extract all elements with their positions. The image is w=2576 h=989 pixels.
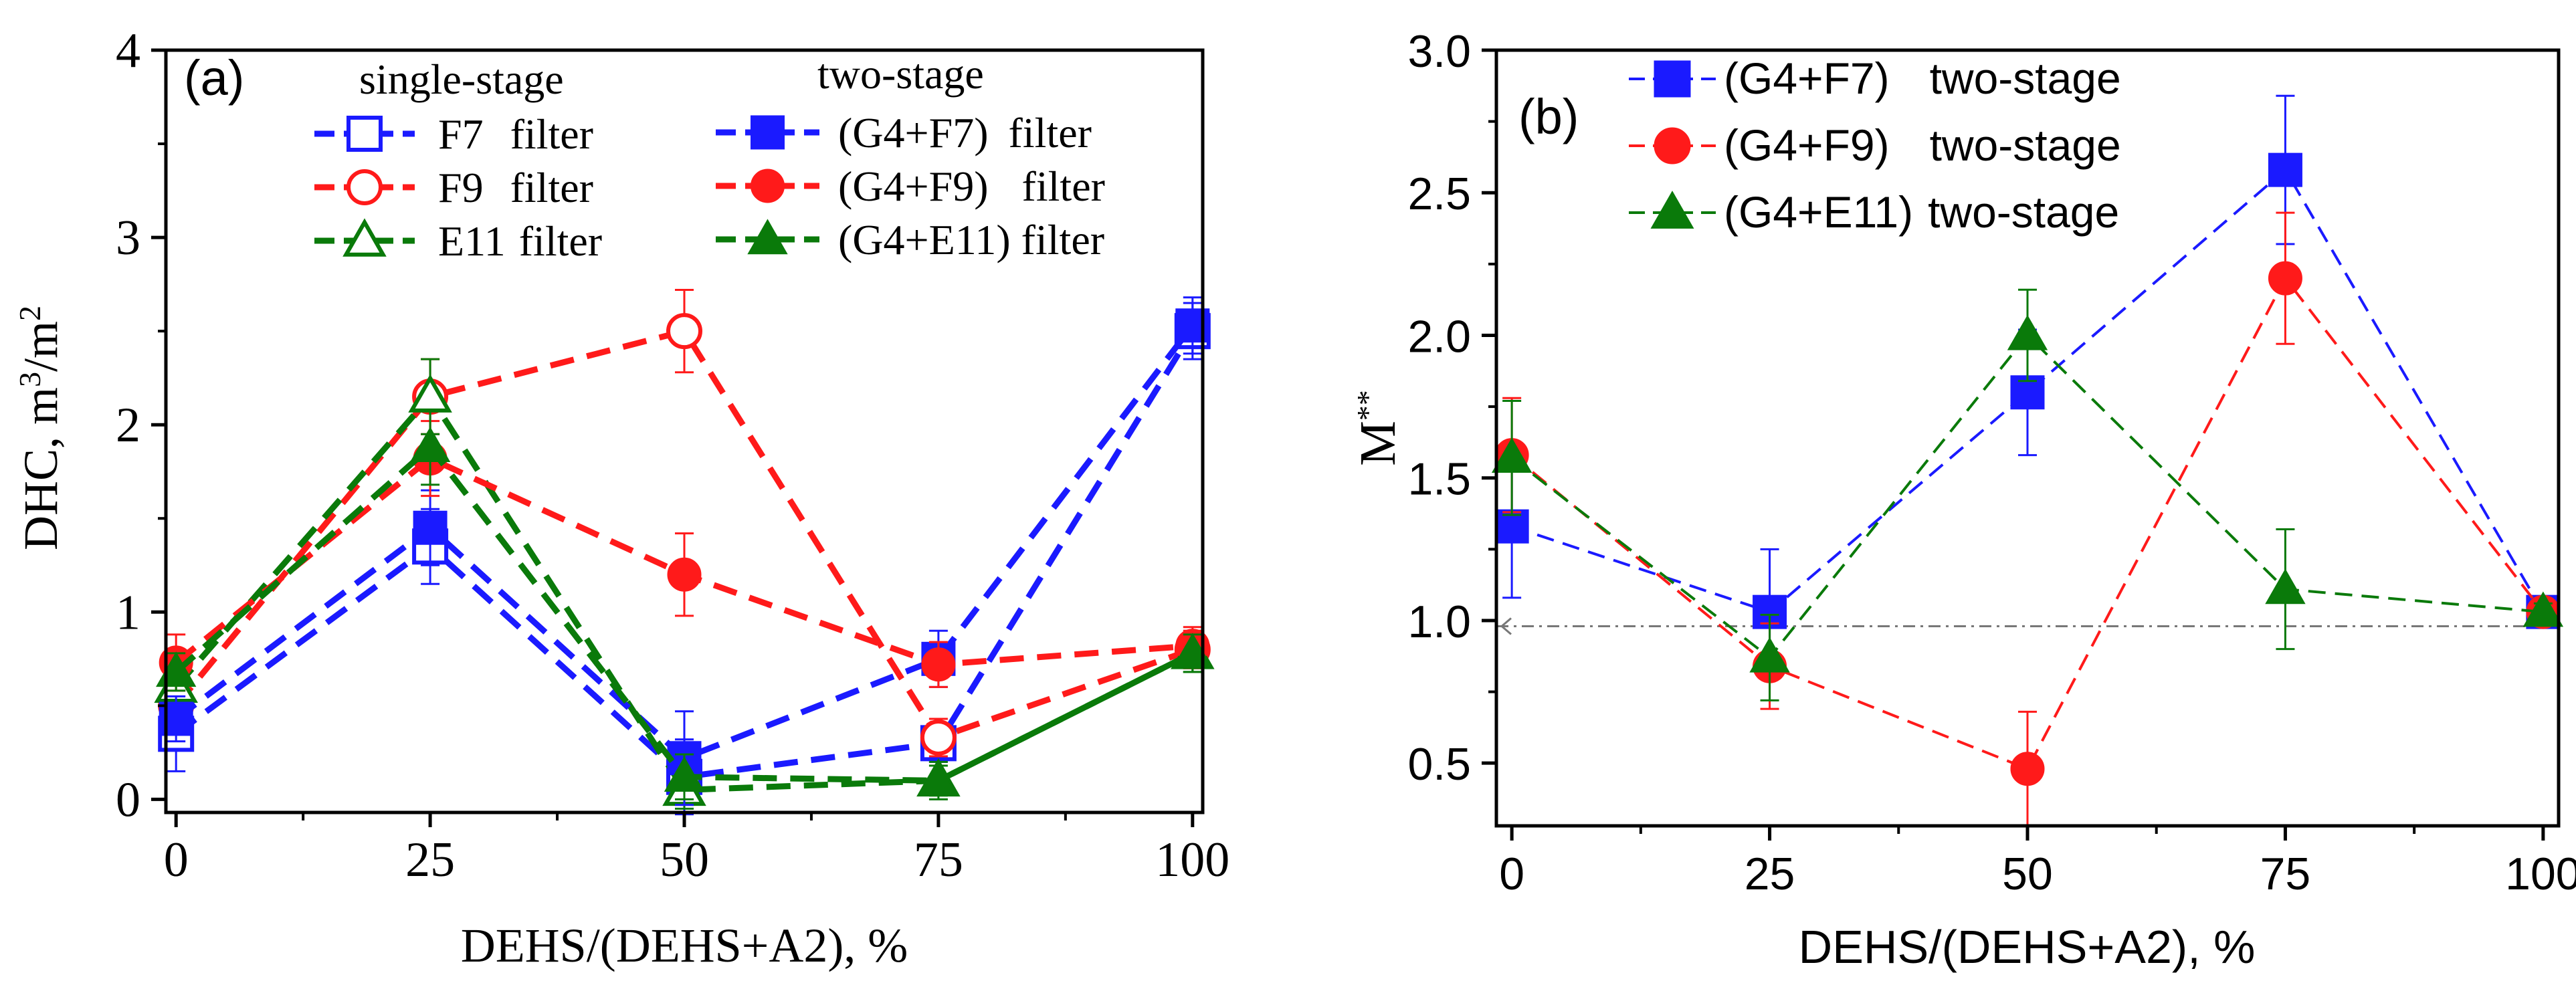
panel-a-ticks: 0 25 50 75 100 0 1 2 3 4 bbox=[116, 23, 1229, 887]
series-panel-a-g4-e11 bbox=[156, 409, 1213, 800]
legend-b-marker-g4-e11 bbox=[1650, 191, 1694, 229]
legend-label-g4-f9: (G4+F9) filter bbox=[838, 162, 1105, 210]
chart-panel-b: 0 25 50 75 100 0.5 1.0 1.5 2.0 2.5 3.0 (b) M** DEH… bbox=[1350, 26, 2576, 973]
chart-panel-a: 0 25 50 75 100 0 1 2 3 4 (a) DHC, m3/m2 DEHS/(DEH… bbox=[13, 23, 1230, 972]
panel-b-series-layer bbox=[1491, 94, 2564, 827]
panel-a-xlabel: DEHS/(DEHS+A2), % bbox=[461, 919, 908, 972]
panel-a-ylabel: DHC, m3/m2 bbox=[13, 306, 68, 550]
panel-b-reference-arrow bbox=[1500, 617, 1512, 635]
panel-a-g4-e11-point bbox=[409, 427, 451, 463]
panel-b-legend: (G4+F7) two-stage (G4+F9) two-stage (G4+E1… bbox=[1629, 53, 2121, 237]
legend-label-e11: E11 filter bbox=[438, 217, 602, 265]
legend-label-g4-f7: (G4+F7) filter bbox=[838, 109, 1092, 156]
panel-b-xlabel: DEHS/(DEHS+A2), % bbox=[1799, 921, 2256, 973]
panel-a-series-layer bbox=[154, 289, 1215, 816]
panel-b-xtick-label-100: 100 bbox=[2505, 849, 2576, 899]
legend-b-marker-g4-f9 bbox=[1654, 127, 1691, 164]
panel-b-g4-e11-point bbox=[1491, 437, 1532, 473]
panel-b-g4-e11-point bbox=[2522, 591, 2564, 627]
panel-b-g4-f9-point bbox=[2010, 752, 2045, 786]
legend-a-marker-f9 bbox=[346, 169, 383, 205]
legend-b-label-g4-e11: (G4+E11) two-stage bbox=[1724, 187, 2119, 237]
panel-a-xtick-label-25: 25 bbox=[405, 833, 455, 887]
panel-b-ytick-label-2.5: 2.5 bbox=[1407, 169, 1471, 219]
panel-a-xtick-label-50: 50 bbox=[660, 833, 709, 887]
series-panel-a-g4-f7 bbox=[159, 296, 1210, 806]
panel-b-ytick-label-3: 3.0 bbox=[1407, 26, 1471, 77]
legend-title-two-stage: two-stage bbox=[817, 50, 984, 98]
panel-b-ytick-label-0.5: 0.5 bbox=[1407, 739, 1471, 790]
panel-a-ytick-label-0: 0 bbox=[116, 772, 140, 827]
panel-b-g4-e11-point bbox=[1749, 637, 1790, 673]
series-panel-b-g4-f7 bbox=[1494, 94, 2561, 676]
panel-a-xtick-label-100: 100 bbox=[1155, 833, 1229, 887]
panel-b-ytick-label-1.5: 1.5 bbox=[1407, 454, 1471, 505]
panel-a-f9-point bbox=[920, 719, 957, 756]
panel-a-ytick-label-4: 4 bbox=[116, 23, 140, 78]
panel-b-xtick-label-0: 0 bbox=[1499, 849, 1524, 899]
panel-b-g4-f7-point bbox=[2268, 152, 2302, 187]
panel-b-ytick-label-2: 2.0 bbox=[1407, 311, 1471, 362]
panel-b-ytick-label-1: 1.0 bbox=[1407, 596, 1471, 647]
panel-b-g4-f9-line bbox=[1510, 276, 2545, 771]
legend-title-single-stage: single-stage bbox=[359, 56, 564, 103]
panel-a-ytick-label-1: 1 bbox=[116, 585, 140, 640]
panel-a-legend: single-stage two-stage F7 filter F9 filter… bbox=[314, 50, 1105, 265]
panel-b-g4-e11-point bbox=[2007, 314, 2048, 350]
panel-b-g4-f9-point bbox=[2268, 261, 2302, 296]
panel-a-label: (a) bbox=[184, 50, 244, 106]
panel-a-g4-e11-point bbox=[918, 760, 959, 796]
panel-a-xtick-label-75: 75 bbox=[914, 833, 963, 887]
legend-a-marker-f7 bbox=[346, 116, 383, 152]
panel-a-ytick-label-3: 3 bbox=[116, 211, 140, 265]
series-panel-a-f9 bbox=[158, 289, 1211, 758]
panel-b-xtick-label-25: 25 bbox=[1745, 849, 1795, 899]
legend-label-f7: F7 filter bbox=[438, 110, 593, 158]
panel-b-label: (b) bbox=[1518, 89, 1579, 144]
panel-b-xtick-label-75: 75 bbox=[2260, 849, 2311, 899]
panel-b-ticks: 0 25 50 75 100 0.5 1.0 1.5 2.0 2.5 3.0 bbox=[1407, 26, 2576, 899]
legend-a-marker-e11 bbox=[342, 218, 387, 257]
legend-b-label-g4-f7: (G4+F7) two-stage bbox=[1724, 53, 2121, 103]
panel-a-g4-f9-point bbox=[921, 647, 956, 682]
panel-a-xtick-label-0: 0 bbox=[164, 833, 189, 887]
legend-label-g4-e11: (G4+E11) filter bbox=[838, 216, 1104, 263]
panel-a-g4-e11-point bbox=[664, 756, 705, 792]
panel-a-g4-f7-point bbox=[413, 510, 448, 545]
panel-a-f9-line bbox=[173, 327, 1194, 742]
series-panel-b-g4-e11 bbox=[1491, 288, 2564, 701]
legend-a-marker-g4-e11 bbox=[747, 219, 788, 255]
panel-b-xtick-label-50: 50 bbox=[2002, 849, 2053, 899]
panel-a-ytick-label-2: 2 bbox=[116, 398, 140, 453]
legend-a-marker-g4-f7 bbox=[751, 115, 785, 150]
legend-b-marker-g4-f7 bbox=[1654, 60, 1691, 98]
legend-label-f9: F9 filter bbox=[438, 164, 593, 211]
panel-a-f9-point bbox=[666, 313, 702, 350]
panel-b-g4-e11-point bbox=[2265, 568, 2306, 605]
panel-b-ylabel: M** bbox=[1350, 390, 1406, 466]
legend-b-label-g4-f9: (G4+F9) two-stage bbox=[1724, 120, 2121, 170]
panel-a-g4-f9-point bbox=[667, 557, 702, 592]
legend-a-marker-g4-f9 bbox=[751, 169, 785, 203]
